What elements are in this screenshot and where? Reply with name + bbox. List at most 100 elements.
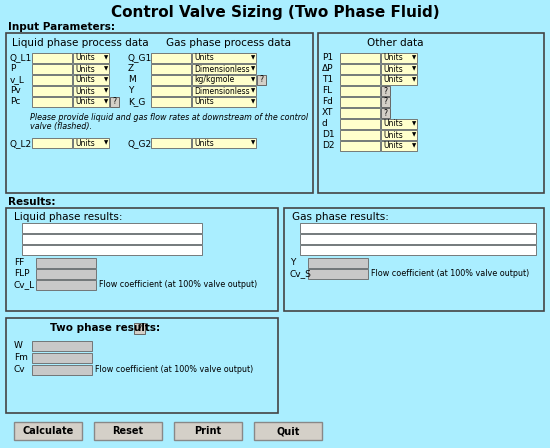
Bar <box>340 86 380 96</box>
Text: FLP: FLP <box>14 269 30 278</box>
Bar <box>73 97 109 107</box>
Bar <box>192 64 256 74</box>
Bar <box>192 86 256 96</box>
Text: Quit: Quit <box>276 426 300 436</box>
Bar <box>32 138 72 148</box>
Bar <box>36 269 96 279</box>
Bar <box>174 422 242 440</box>
Bar <box>254 422 322 440</box>
Text: Units: Units <box>75 76 95 85</box>
Text: Units: Units <box>194 98 214 107</box>
Bar <box>110 97 119 107</box>
Text: Q_L2: Q_L2 <box>10 139 32 148</box>
Bar <box>381 130 417 140</box>
Text: P: P <box>10 64 15 73</box>
Text: ▼: ▼ <box>104 99 108 104</box>
Text: D1: D1 <box>322 130 334 139</box>
Bar <box>14 422 82 440</box>
Text: FL: FL <box>322 86 332 95</box>
Bar <box>284 208 544 311</box>
Bar <box>73 64 109 74</box>
Bar <box>381 64 417 74</box>
Text: ▼: ▼ <box>251 141 255 146</box>
Text: Other data: Other data <box>367 38 424 48</box>
Text: Gas phase process data: Gas phase process data <box>166 38 290 48</box>
Bar <box>257 75 266 85</box>
Bar <box>73 138 109 148</box>
Bar <box>73 53 109 63</box>
Text: Units: Units <box>75 53 95 63</box>
Text: Pc: Pc <box>10 97 20 106</box>
Bar <box>73 75 109 85</box>
Text: Z: Z <box>128 64 134 73</box>
Bar <box>192 97 256 107</box>
Text: Units: Units <box>75 138 95 147</box>
Text: Liquid phase results:: Liquid phase results: <box>14 212 123 222</box>
Text: v_L: v_L <box>10 75 25 84</box>
Text: ▼: ▼ <box>251 89 255 94</box>
Text: ▼: ▼ <box>251 99 255 104</box>
Text: ▼: ▼ <box>104 66 108 72</box>
Bar <box>300 223 536 233</box>
Text: Units: Units <box>383 65 403 73</box>
Text: Print: Print <box>195 426 222 436</box>
Text: ▼: ▼ <box>412 133 416 138</box>
Text: Units: Units <box>383 76 403 85</box>
Text: ▼: ▼ <box>104 56 108 60</box>
Text: ▼: ▼ <box>412 121 416 126</box>
Text: Flow coefficient (at 100% valve output): Flow coefficient (at 100% valve output) <box>99 280 257 289</box>
Text: Two phase results:: Two phase results: <box>50 323 160 333</box>
Text: M: M <box>128 75 136 84</box>
Text: XT: XT <box>322 108 333 117</box>
Text: ▼: ▼ <box>251 66 255 72</box>
Text: ▼: ▼ <box>104 141 108 146</box>
Bar <box>22 223 202 233</box>
Text: Cv_L: Cv_L <box>14 280 35 289</box>
Text: Q_G1: Q_G1 <box>128 53 152 62</box>
Bar <box>22 245 202 255</box>
Text: ▼: ▼ <box>412 143 416 148</box>
Text: ▼: ▼ <box>251 56 255 60</box>
Bar <box>32 97 72 107</box>
Bar <box>340 141 380 151</box>
Bar <box>381 119 417 129</box>
Bar <box>340 53 380 63</box>
Bar <box>94 422 162 440</box>
Text: FF: FF <box>14 258 24 267</box>
Bar <box>340 64 380 74</box>
Text: kg/kgmole: kg/kgmole <box>194 76 234 85</box>
Text: Fd: Fd <box>322 97 333 106</box>
Bar <box>134 323 145 334</box>
Text: ▼: ▼ <box>412 78 416 82</box>
Text: Please provide liquid and gas flow rates at downstream of the control: Please provide liquid and gas flow rates… <box>30 112 308 121</box>
Bar <box>300 245 536 255</box>
Text: W: W <box>14 341 23 350</box>
Text: Results:: Results: <box>8 197 56 207</box>
Bar <box>151 97 191 107</box>
Text: K_G: K_G <box>128 97 145 106</box>
Bar <box>300 234 536 244</box>
Bar <box>340 75 380 85</box>
Text: ▼: ▼ <box>104 78 108 82</box>
Text: Control Valve Sizing (Two Phase Fluid): Control Valve Sizing (Two Phase Fluid) <box>111 4 439 20</box>
Bar <box>151 53 191 63</box>
Text: ▼: ▼ <box>104 89 108 94</box>
Bar <box>381 141 417 151</box>
Text: ▼: ▼ <box>412 66 416 72</box>
Text: Pv: Pv <box>10 86 21 95</box>
Bar <box>308 269 368 279</box>
Bar <box>73 86 109 96</box>
Bar <box>32 365 92 375</box>
Text: d: d <box>322 119 328 128</box>
Bar <box>151 138 191 148</box>
Text: Fm: Fm <box>14 353 28 362</box>
Bar <box>340 108 380 118</box>
Text: Units: Units <box>75 98 95 107</box>
Text: Units: Units <box>383 142 403 151</box>
Bar <box>151 64 191 74</box>
Text: Units: Units <box>383 130 403 139</box>
Bar <box>32 341 92 351</box>
Text: Dimensionless: Dimensionless <box>194 86 250 95</box>
Text: Units: Units <box>383 53 403 63</box>
Text: Y: Y <box>128 86 133 95</box>
